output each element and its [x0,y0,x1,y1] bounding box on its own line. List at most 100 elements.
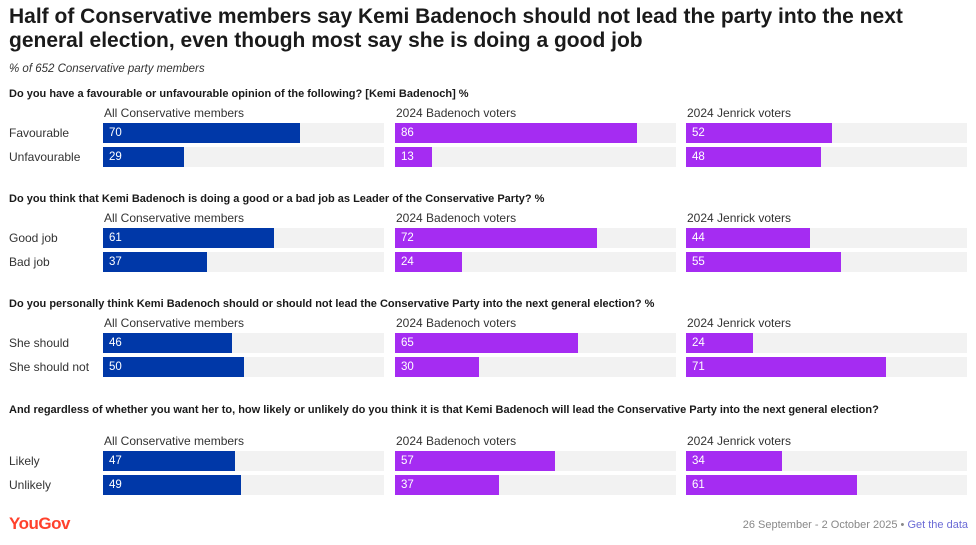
bar-all-conservative-members-bad-job: 37 [103,252,207,272]
bar-track: 24 [395,252,676,272]
footer: 26 September - 2 October 2025 • Get the … [743,519,968,531]
data-label: 86 [401,127,414,139]
bar-all-conservative-members-she-should: 46 [103,333,232,353]
data-label: 13 [401,151,414,163]
column-header-all-conservative-members: All Conservative members [104,211,245,225]
column-header-2024-jenrick-voters: 2024 Jenrick voters [687,434,792,448]
bar-all-conservative-members-favourable: 70 [103,123,300,143]
bar-2024-jenrick-voters-favourable: 52 [686,123,832,143]
column-header-2024-jenrick-voters: 2024 Jenrick voters [687,211,792,225]
bar-track: 49 [103,475,384,495]
bar-track: 55 [686,252,967,272]
bar-track: 71 [686,357,967,377]
row-label-unlikely: Unlikely [9,478,52,492]
bar-all-conservative-members-good-job: 61 [103,228,274,248]
row-label-favourable: Favourable [9,126,70,140]
column-header-all-conservative-members: All Conservative members [104,106,245,120]
bar-all-conservative-members-she-should-not: 50 [103,357,244,377]
data-label: 49 [109,479,122,491]
question-4: And regardless of whether you want her t… [9,404,879,416]
data-label: 34 [692,455,705,467]
bar-track: 34 [686,451,967,471]
data-label: 61 [692,479,705,491]
bar-track: 37 [103,252,384,272]
data-label: 29 [109,151,122,163]
column-header-2024-badenoch-voters: 2024 Badenoch voters [396,434,517,448]
bar-track: 24 [686,333,967,353]
bar-2024-badenoch-voters-unlikely: 37 [395,475,499,495]
bar-2024-badenoch-voters-she-should-not: 30 [395,357,479,377]
data-label: 24 [401,256,414,268]
question-1: Do you have a favourable or unfavourable… [9,88,469,100]
bar-track: 61 [686,475,967,495]
bar-track: 70 [103,123,384,143]
bar-track: 30 [395,357,676,377]
bar-track: 65 [395,333,676,353]
bar-track: 37 [395,475,676,495]
column-header-2024-badenoch-voters: 2024 Badenoch voters [396,316,517,330]
data-label: 72 [401,232,414,244]
data-label: 52 [692,127,705,139]
bar-track: 86 [395,123,676,143]
bar-track: 13 [395,147,676,167]
bar-track: 44 [686,228,967,248]
data-label: 48 [692,151,705,163]
data-label: 55 [692,256,705,268]
column-header-all-conservative-members: All Conservative members [104,316,245,330]
row-label-unfavourable: Unfavourable [9,150,81,164]
bar-track: 47 [103,451,384,471]
data-label: 50 [109,361,122,373]
chart-subtitle: % of 652 Conservative party members [9,63,205,75]
bar-2024-jenrick-voters-bad-job: 55 [686,252,841,272]
column-header-2024-jenrick-voters: 2024 Jenrick voters [687,106,792,120]
bar-2024-badenoch-voters-favourable: 86 [395,123,637,143]
question-2: Do you think that Kemi Badenoch is doing… [9,193,545,205]
bar-track: 46 [103,333,384,353]
bar-track: 50 [103,357,384,377]
bar-track: 29 [103,147,384,167]
footer-separator: • [900,519,905,531]
bar-track: 57 [395,451,676,471]
bar-2024-badenoch-voters-unfavourable: 13 [395,147,432,167]
bar-track: 48 [686,147,967,167]
bar-2024-badenoch-voters-likely: 57 [395,451,555,471]
data-label: 30 [401,361,414,373]
yougov-logo: YouGov [9,514,70,533]
data-label: 37 [401,479,414,491]
row-label-she-should-not: She should not [9,360,90,374]
bar-2024-jenrick-voters-she-should: 24 [686,333,753,353]
bar-track: 52 [686,123,967,143]
column-header-2024-jenrick-voters: 2024 Jenrick voters [687,316,792,330]
data-label: 24 [692,337,705,349]
bar-2024-jenrick-voters-likely: 34 [686,451,782,471]
bar-all-conservative-members-unlikely: 49 [103,475,241,495]
question-3: Do you personally think Kemi Badenoch sh… [9,298,655,310]
data-label: 70 [109,127,122,139]
bar-2024-jenrick-voters-unlikely: 61 [686,475,857,495]
bar-2024-badenoch-voters-bad-job: 24 [395,252,462,272]
row-label-likely: Likely [9,454,40,468]
data-label: 37 [109,256,122,268]
data-label: 61 [109,232,122,244]
data-label: 46 [109,337,122,349]
column-header-all-conservative-members: All Conservative members [104,434,245,448]
data-label: 44 [692,232,705,244]
bar-2024-jenrick-voters-unfavourable: 48 [686,147,821,167]
column-header-2024-badenoch-voters: 2024 Badenoch voters [396,106,517,120]
row-label-good-job: Good job [9,231,58,245]
data-label: 47 [109,455,122,467]
bar-track: 72 [395,228,676,248]
data-label: 57 [401,455,414,467]
row-label-bad-job: Bad job [9,255,50,269]
row-label-she-should: She should [9,336,70,350]
footer-dates: 26 September - 2 October 2025 [742,519,898,531]
data-label: 71 [692,361,705,373]
get-the-data-link[interactable]: Get the data [907,519,968,531]
chart-title: Half of Conservative members say Kemi Ba… [9,5,903,52]
bar-all-conservative-members-likely: 47 [103,451,235,471]
data-label: 65 [401,337,414,349]
bar-all-conservative-members-unfavourable: 29 [103,147,184,167]
column-header-2024-badenoch-voters: 2024 Badenoch voters [396,211,517,225]
bar-2024-badenoch-voters-good-job: 72 [395,228,597,248]
bar-2024-jenrick-voters-she-should-not: 71 [686,357,886,377]
